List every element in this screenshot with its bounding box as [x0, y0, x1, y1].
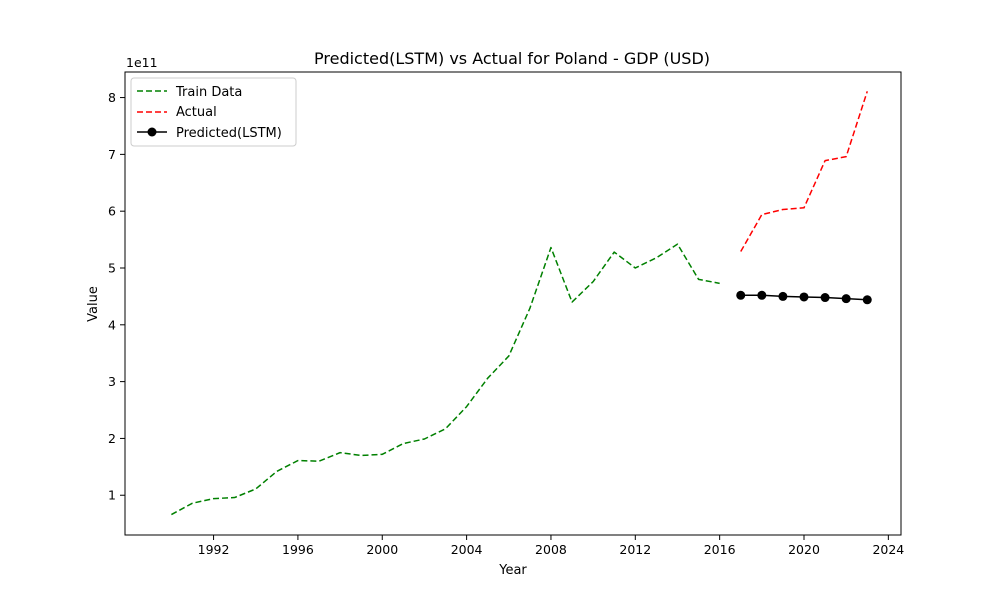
- x-axis-title: Year: [498, 563, 527, 578]
- x-tick-label: 2024: [872, 542, 904, 557]
- y-axis-title: Value: [86, 286, 101, 322]
- predicted-lstm-point: [862, 295, 872, 305]
- y-tick-label: 1: [108, 488, 116, 503]
- predicted-lstm-point: [799, 292, 809, 302]
- predicted-lstm-point: [757, 290, 767, 300]
- predicted-lstm-point: [778, 291, 788, 301]
- y-axis: 1 2 3 4 5 6 7 8: [108, 90, 125, 503]
- y-tick-label: 2: [108, 431, 116, 446]
- train-data-line: [171, 243, 720, 516]
- legend-box: [130, 77, 297, 147]
- x-tick-label: 1996: [282, 542, 314, 557]
- predicted-lstm-point: [736, 290, 746, 300]
- axes-frame: [124, 71, 902, 536]
- x-tick-label: 2012: [619, 542, 651, 557]
- x-tick-label: 2008: [535, 542, 567, 557]
- predicted-lstm-point: [841, 294, 851, 304]
- x-tick-label: 2020: [788, 542, 820, 557]
- x-tick-label: 2016: [704, 542, 736, 557]
- legend-train-label: Train Data: [175, 85, 242, 100]
- x-tick-label: 2004: [451, 542, 483, 557]
- predicted-lstm-point: [820, 293, 830, 303]
- chart-title: Predicted(LSTM) vs Actual for Poland - G…: [314, 49, 710, 68]
- legend: Train Data Actual Predicted(LSTM): [130, 77, 297, 147]
- x-tick-label: 2000: [366, 542, 398, 557]
- legend-predicted-marker: [147, 127, 157, 137]
- y-tick-label: 8: [108, 90, 116, 105]
- actual-line: [740, 91, 868, 252]
- y-tick-label: 6: [108, 204, 116, 219]
- x-tick-label: 1992: [198, 542, 230, 557]
- y-tick-label: 4: [108, 317, 116, 332]
- legend-actual-label: Actual: [176, 105, 217, 120]
- legend-predicted-label: Predicted(LSTM): [176, 126, 282, 141]
- plot-area: [171, 91, 872, 516]
- y-tick-label: 3: [108, 374, 116, 389]
- y-tick-label: 5: [108, 260, 116, 275]
- x-axis: 1992 1996 2000 2004 2008 2012 2016 2020 2024: [198, 535, 904, 557]
- y-tick-label: 7: [108, 147, 116, 162]
- y-offset-label: 1e11: [126, 55, 158, 70]
